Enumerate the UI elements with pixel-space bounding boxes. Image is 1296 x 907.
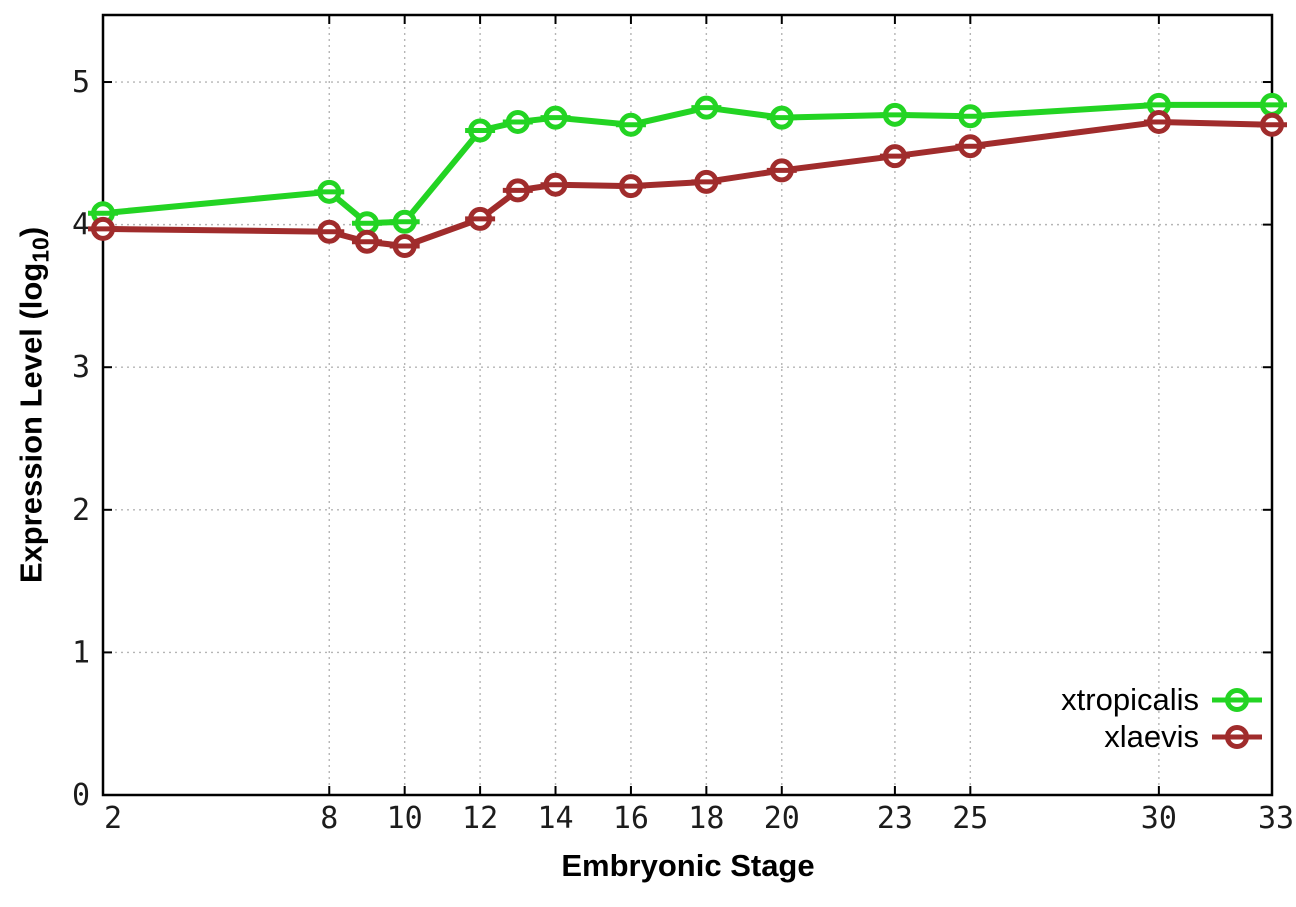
x-tick-label: 16 <box>613 801 649 836</box>
y-axis-title: Expression Level (log10) <box>14 227 55 583</box>
x-tick-label: 8 <box>320 801 338 836</box>
legend: xtropicalis xlaevis <box>0 683 1263 754</box>
x-tick-label: 20 <box>764 801 800 836</box>
y-tick-label: 1 <box>72 635 90 670</box>
x-tick-label: 2 <box>104 801 122 836</box>
legend-item-xtropicalis: xtropicalis <box>1061 683 1263 717</box>
y-tick-label: 2 <box>72 493 90 528</box>
legend-label-xtropicalis: xtropicalis <box>1061 682 1199 717</box>
plot-border <box>101 13 1274 797</box>
x-axis-title: Embryonic Stage <box>561 848 815 883</box>
x-tick-label: 25 <box>952 801 988 836</box>
legend-label-xlaevis: xlaevis <box>1104 719 1199 754</box>
y-axis-title-main: Expression Level (log <box>13 262 49 584</box>
series-line-xlaevis <box>100 118 1275 250</box>
y-tick-label: 3 <box>72 350 90 385</box>
x-tick-label: 18 <box>688 801 724 836</box>
y-tick-label: 4 <box>72 208 90 243</box>
x-tick-label: 10 <box>387 801 423 836</box>
x-tick-label: 23 <box>877 801 913 836</box>
x-tick-label: 12 <box>462 801 498 836</box>
y-axis-title-close: ) <box>13 226 49 238</box>
series-line-xtropicalis <box>100 101 1275 227</box>
y-tick-label: 5 <box>72 65 90 100</box>
legend-marker-xtropicalis <box>1212 688 1262 712</box>
y-tick-label: 0 <box>72 778 90 813</box>
legend-item-xlaevis: xlaevis <box>1104 720 1263 754</box>
x-tick-label: 33 <box>1258 801 1294 836</box>
x-tick-label: 30 <box>1141 801 1177 836</box>
legend-marker-xlaevis <box>1212 725 1262 749</box>
x-tick-label: 14 <box>537 801 573 836</box>
y-axis-title-subscript: 10 <box>27 237 54 263</box>
